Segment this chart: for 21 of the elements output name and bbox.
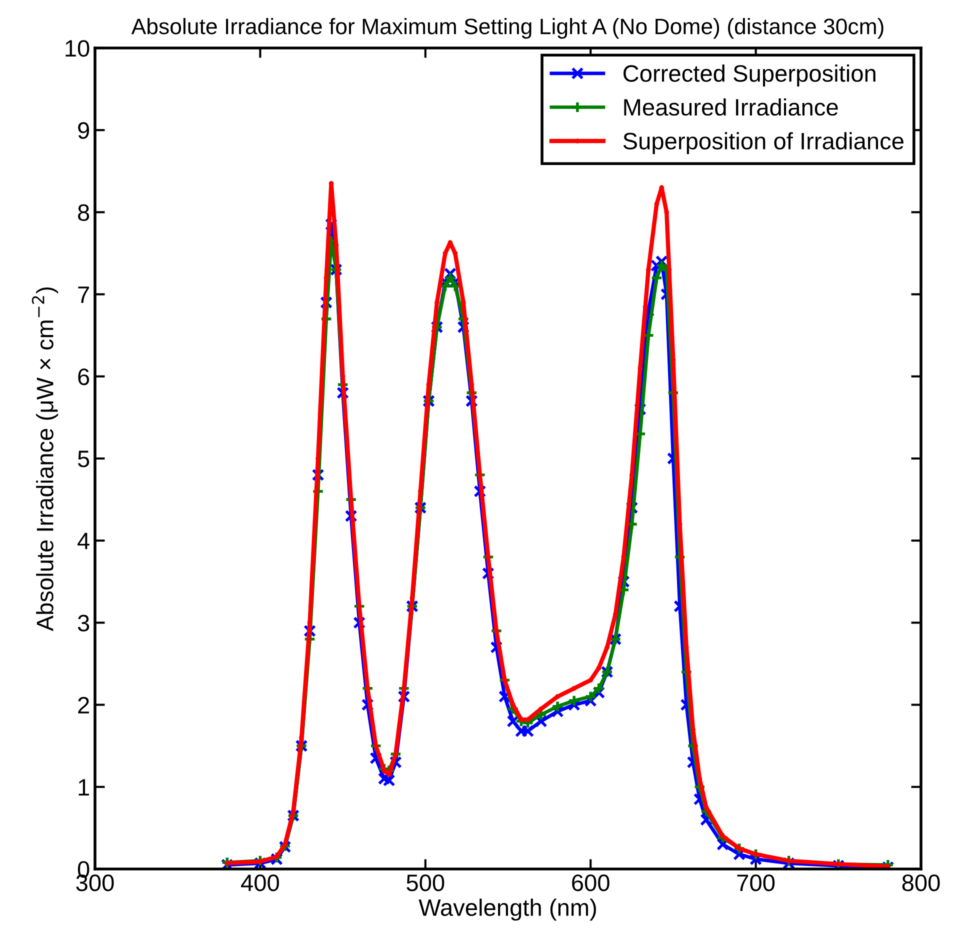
x-tick-label: 700 bbox=[737, 874, 775, 892]
x-axis-title: Wavelength (nm) bbox=[418, 898, 596, 921]
y-tick-label: 6 bbox=[78, 368, 90, 386]
legend-label: Measured Irradiance bbox=[624, 98, 838, 116]
x-tick-label: 400 bbox=[241, 874, 279, 892]
y-tick-label: 7 bbox=[78, 286, 89, 303]
y-tick-label: 3 bbox=[78, 614, 90, 632]
y-tick-label: 4 bbox=[78, 532, 90, 550]
y-tick-label: 5 bbox=[78, 450, 90, 468]
x-tick-label: 800 bbox=[902, 874, 940, 892]
x-tick-label: 500 bbox=[406, 874, 444, 892]
y-tick-label: 2 bbox=[78, 696, 89, 714]
y-tick-label: 10 bbox=[66, 40, 90, 57]
y-axis-title: Absolute Irradiance (μW × cm$^{−2}$) bbox=[32, 287, 58, 632]
legend-label: Corrected Superposition bbox=[624, 64, 876, 87]
y-tick-label: 9 bbox=[78, 122, 90, 139]
x-tick-label: 600 bbox=[572, 874, 610, 892]
chart-title: Absolute Irradiance for Maximum Setting Light A (No Dome) (distance 30cm) bbox=[131, 18, 884, 39]
y-tick-label: 1 bbox=[78, 779, 89, 796]
legend-label: Superposition of Irradiance bbox=[623, 132, 904, 154]
y-tick-label: 8 bbox=[78, 204, 90, 221]
